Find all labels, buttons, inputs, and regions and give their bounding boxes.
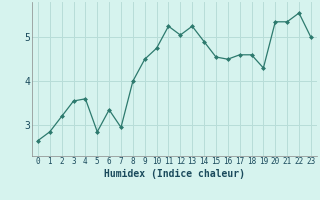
X-axis label: Humidex (Indice chaleur): Humidex (Indice chaleur) [104, 169, 245, 179]
